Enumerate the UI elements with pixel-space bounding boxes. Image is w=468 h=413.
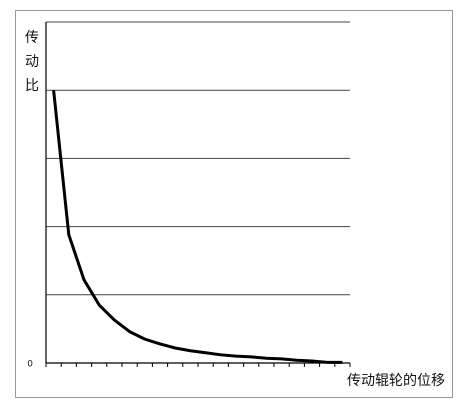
y-axis-label: 动 [25, 54, 39, 70]
y-tick-label: 0 [27, 360, 33, 370]
x-axis-label: 传动辊轮的位移 [347, 373, 445, 389]
line [52, 90, 343, 364]
y-axis-label: 比 [25, 78, 39, 94]
frame [15, 10, 453, 398]
y-axis-label: 传 [25, 30, 39, 46]
